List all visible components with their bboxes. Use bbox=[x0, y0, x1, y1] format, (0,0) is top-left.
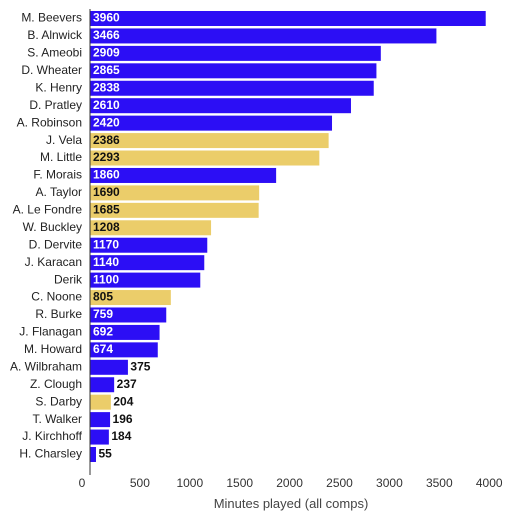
bar-d-dervite bbox=[90, 237, 208, 253]
value-label: 692 bbox=[93, 325, 113, 339]
category-label: A. Taylor bbox=[36, 185, 82, 199]
bar-b-alnwick bbox=[90, 28, 437, 44]
value-label: 1170 bbox=[93, 237, 119, 251]
bar-w-buckley bbox=[90, 220, 212, 236]
bar-m-howard bbox=[90, 342, 158, 358]
category-label: W. Buckley bbox=[23, 220, 82, 234]
bar-j-flanagan bbox=[90, 324, 160, 340]
category-label: M. Little bbox=[40, 150, 82, 164]
bar-s-ameobi bbox=[90, 45, 381, 61]
bar-a-taylor bbox=[90, 185, 260, 201]
category-label: A. Le Fondre bbox=[13, 203, 83, 217]
bar-m-beevers bbox=[90, 11, 486, 26]
category-labels: M. Beevers B. Alnwick S. Ameobi D. Wheater K… bbox=[10, 11, 83, 461]
category-label: T. Walker bbox=[32, 412, 82, 426]
bar-c-noone bbox=[90, 290, 171, 306]
bar-a-wilbraham bbox=[90, 359, 128, 375]
value-label: 55 bbox=[98, 447, 112, 461]
x-tick-label: 2000 bbox=[276, 476, 303, 490]
value-label: 674 bbox=[93, 342, 113, 356]
x-tick-label: 2500 bbox=[326, 476, 353, 490]
value-label: 2293 bbox=[93, 150, 120, 164]
value-label: 196 bbox=[113, 412, 133, 426]
bar-a-robinson bbox=[90, 115, 333, 131]
x-axis-ticks: 0 500 1000 1500 2000 2500 3000 3500 4000 bbox=[79, 476, 503, 490]
value-label: 2838 bbox=[93, 80, 120, 94]
value-label: 2420 bbox=[93, 115, 120, 129]
x-axis-title: Minutes played (all comps) bbox=[214, 496, 369, 511]
category-label: B. Alnwick bbox=[27, 28, 83, 42]
bar-j-vela bbox=[90, 133, 329, 149]
category-label: M. Beevers bbox=[21, 11, 82, 25]
category-label: D. Pratley bbox=[29, 98, 82, 112]
x-tick-label: 4000 bbox=[476, 476, 503, 490]
bar-derik bbox=[90, 272, 201, 288]
category-label: C. Noone bbox=[31, 290, 82, 304]
value-label: 1860 bbox=[93, 168, 120, 182]
category-label: S. Ameobi bbox=[27, 46, 82, 60]
category-label: J. Vela bbox=[46, 133, 82, 147]
bars-group bbox=[90, 11, 486, 462]
x-tick-label: 3000 bbox=[376, 476, 403, 490]
x-tick-label: 0 bbox=[79, 476, 86, 490]
category-label: S. Darby bbox=[35, 394, 82, 408]
value-label: 2610 bbox=[93, 98, 120, 112]
value-label: 759 bbox=[93, 307, 113, 321]
value-label: 1685 bbox=[93, 203, 120, 217]
value-label: 2386 bbox=[93, 133, 120, 147]
bar-k-henry bbox=[90, 80, 374, 96]
x-tick-label: 1000 bbox=[176, 476, 203, 490]
value-label: 805 bbox=[93, 290, 113, 304]
value-labels: 3960 3466 2909 2865 2838 2610 2420 2386 2293 1860… bbox=[93, 11, 151, 461]
category-label: H. Charsley bbox=[19, 447, 82, 461]
category-label: A. Wilbraham bbox=[10, 359, 82, 373]
category-label: Derik bbox=[54, 272, 83, 286]
bar-j-kirchhoff bbox=[90, 429, 109, 445]
bar-m-little bbox=[90, 150, 320, 166]
value-label: 2865 bbox=[93, 63, 120, 77]
value-label: 1140 bbox=[93, 255, 119, 269]
category-label: R. Burke bbox=[35, 307, 82, 321]
value-label: 204 bbox=[113, 394, 133, 408]
value-label: 3466 bbox=[93, 28, 120, 42]
category-label: M. Howard bbox=[24, 342, 82, 356]
bar-h-charsley bbox=[90, 447, 96, 462]
category-label: D. Wheater bbox=[21, 63, 82, 77]
bar-a-le-fondre bbox=[90, 202, 259, 218]
value-label: 184 bbox=[111, 429, 131, 443]
x-tick-label: 1500 bbox=[226, 476, 253, 490]
category-label: J. Kirchhoff bbox=[22, 429, 82, 443]
x-tick-label: 3500 bbox=[426, 476, 453, 490]
bar-t-walker bbox=[90, 412, 111, 428]
bar-s-darby bbox=[90, 394, 111, 410]
bar-z-clough bbox=[90, 377, 115, 393]
value-label: 1690 bbox=[93, 185, 120, 199]
category-label: D. Dervite bbox=[29, 237, 83, 251]
bar-d-pratley bbox=[90, 98, 351, 114]
bar-d-wheater bbox=[90, 63, 377, 79]
value-label: 375 bbox=[130, 359, 150, 373]
bar-r-burke bbox=[90, 307, 167, 323]
category-label: F. Morais bbox=[33, 168, 82, 182]
x-tick-label: 500 bbox=[130, 476, 150, 490]
value-label: 2909 bbox=[93, 46, 120, 60]
value-label: 3960 bbox=[93, 11, 120, 25]
category-label: A. Robinson bbox=[17, 115, 82, 129]
bar-j-karacan bbox=[90, 255, 205, 271]
value-label: 1100 bbox=[93, 272, 119, 286]
value-label: 237 bbox=[117, 377, 137, 391]
value-label: 1208 bbox=[93, 220, 120, 234]
category-label: Z. Clough bbox=[30, 377, 82, 391]
bar-f-morais bbox=[90, 167, 277, 183]
category-label: J. Flanagan bbox=[19, 325, 82, 339]
category-label: K. Henry bbox=[35, 80, 82, 94]
category-label: J. Karacan bbox=[25, 255, 82, 269]
